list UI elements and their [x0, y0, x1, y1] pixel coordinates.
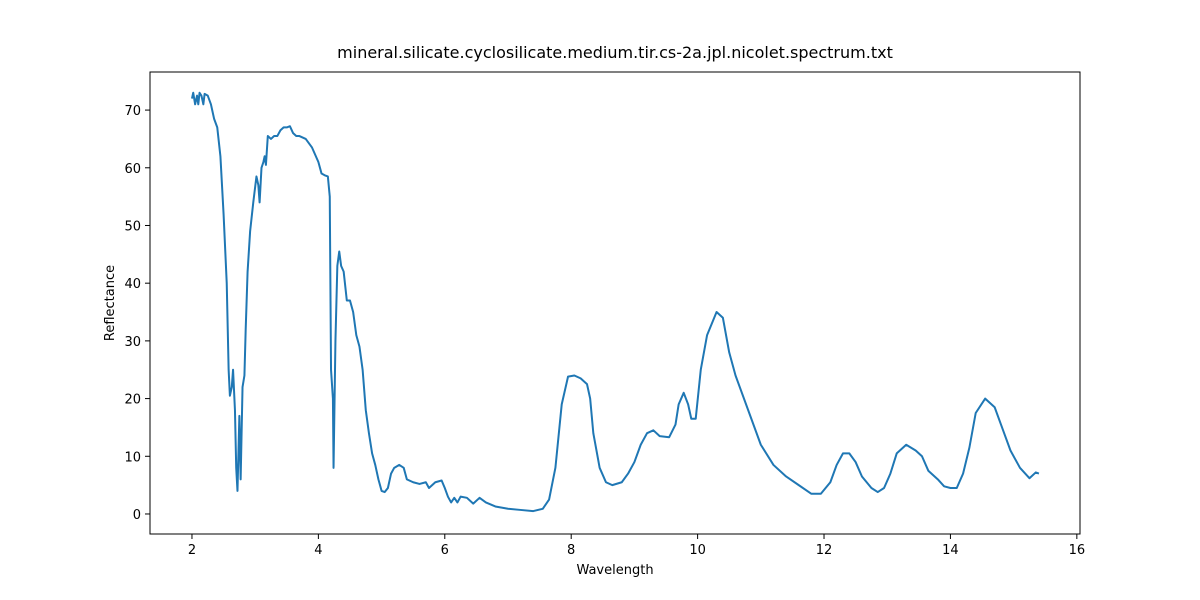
x-tick-label: 10	[689, 543, 706, 558]
y-tick-label: 40	[124, 277, 141, 292]
y-tick-label: 20	[124, 393, 141, 408]
x-tick-label: 16	[1069, 543, 1086, 558]
y-tick-label: 60	[124, 162, 141, 177]
x-tick-label: 2	[188, 543, 196, 558]
x-tick-label: 14	[942, 543, 959, 558]
y-tick-label: 0	[133, 508, 141, 523]
plot-frame	[149, 71, 1081, 535]
y-tick-label: 30	[124, 335, 141, 350]
y-tick-label: 70	[124, 104, 141, 119]
spectrum-line	[190, 91, 1040, 513]
x-tick-label: 6	[441, 543, 449, 558]
y-tick-label: 10	[124, 450, 141, 465]
x-tick-label: 8	[567, 543, 575, 558]
x-axis-label: Wavelength	[576, 563, 653, 578]
x-tick-label: 12	[816, 543, 833, 558]
y-tick-label: 50	[124, 219, 141, 234]
y-axis-label: Reflectance	[103, 265, 118, 341]
x-tick-label: 4	[314, 543, 322, 558]
chart-title: mineral.silicate.cyclosilicate.medium.ti…	[337, 43, 893, 62]
